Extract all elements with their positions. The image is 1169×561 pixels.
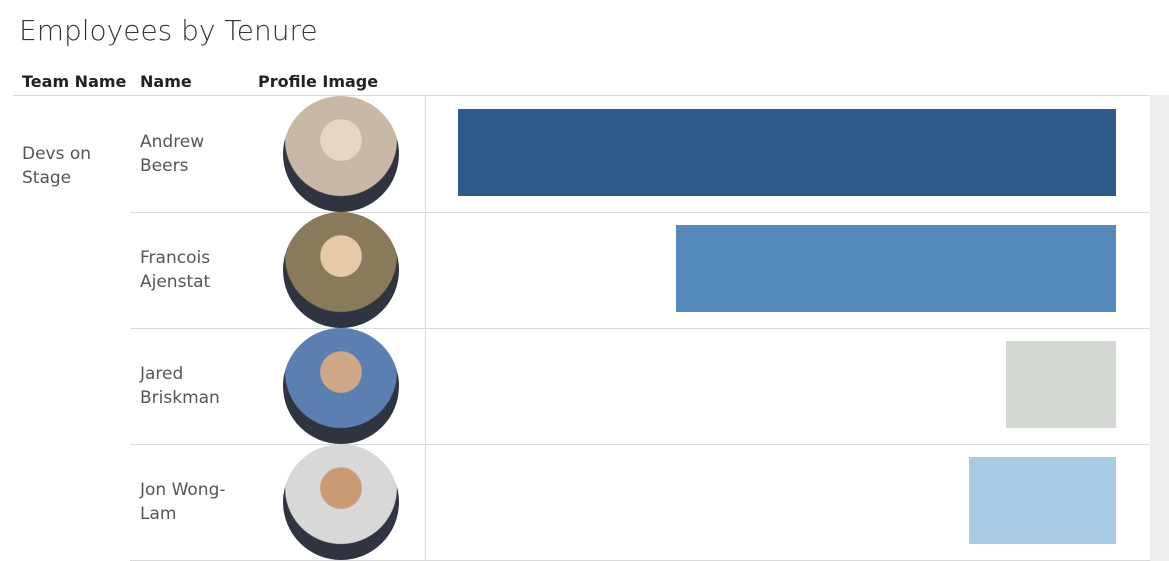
column-header: Name — [140, 72, 192, 91]
employee-name: Jon Wong-Lam — [140, 480, 226, 524]
header-rule — [13, 95, 1150, 96]
profile-image — [283, 444, 399, 560]
team-name: Devs on Stage — [22, 144, 92, 188]
column-header: Profile Image — [258, 72, 379, 91]
bar — [1005, 341, 1116, 428]
bar — [457, 109, 1116, 196]
row-rule — [130, 444, 1150, 445]
employee-name: Francois Ajenstat — [140, 248, 211, 292]
profile-image — [283, 328, 399, 444]
chart-title: Employees by Tenure — [19, 14, 318, 47]
row-rule — [130, 328, 1150, 329]
employee-name: Andrew Beers — [140, 132, 205, 176]
profile-image — [283, 212, 399, 328]
row-rule — [130, 212, 1150, 213]
scrollbar[interactable] — [1150, 95, 1169, 561]
bar — [676, 225, 1116, 312]
column-header: Team Name — [22, 72, 127, 91]
profile-image — [283, 96, 399, 212]
bar — [969, 457, 1116, 544]
employee-name: Jared Briskman — [140, 364, 220, 408]
